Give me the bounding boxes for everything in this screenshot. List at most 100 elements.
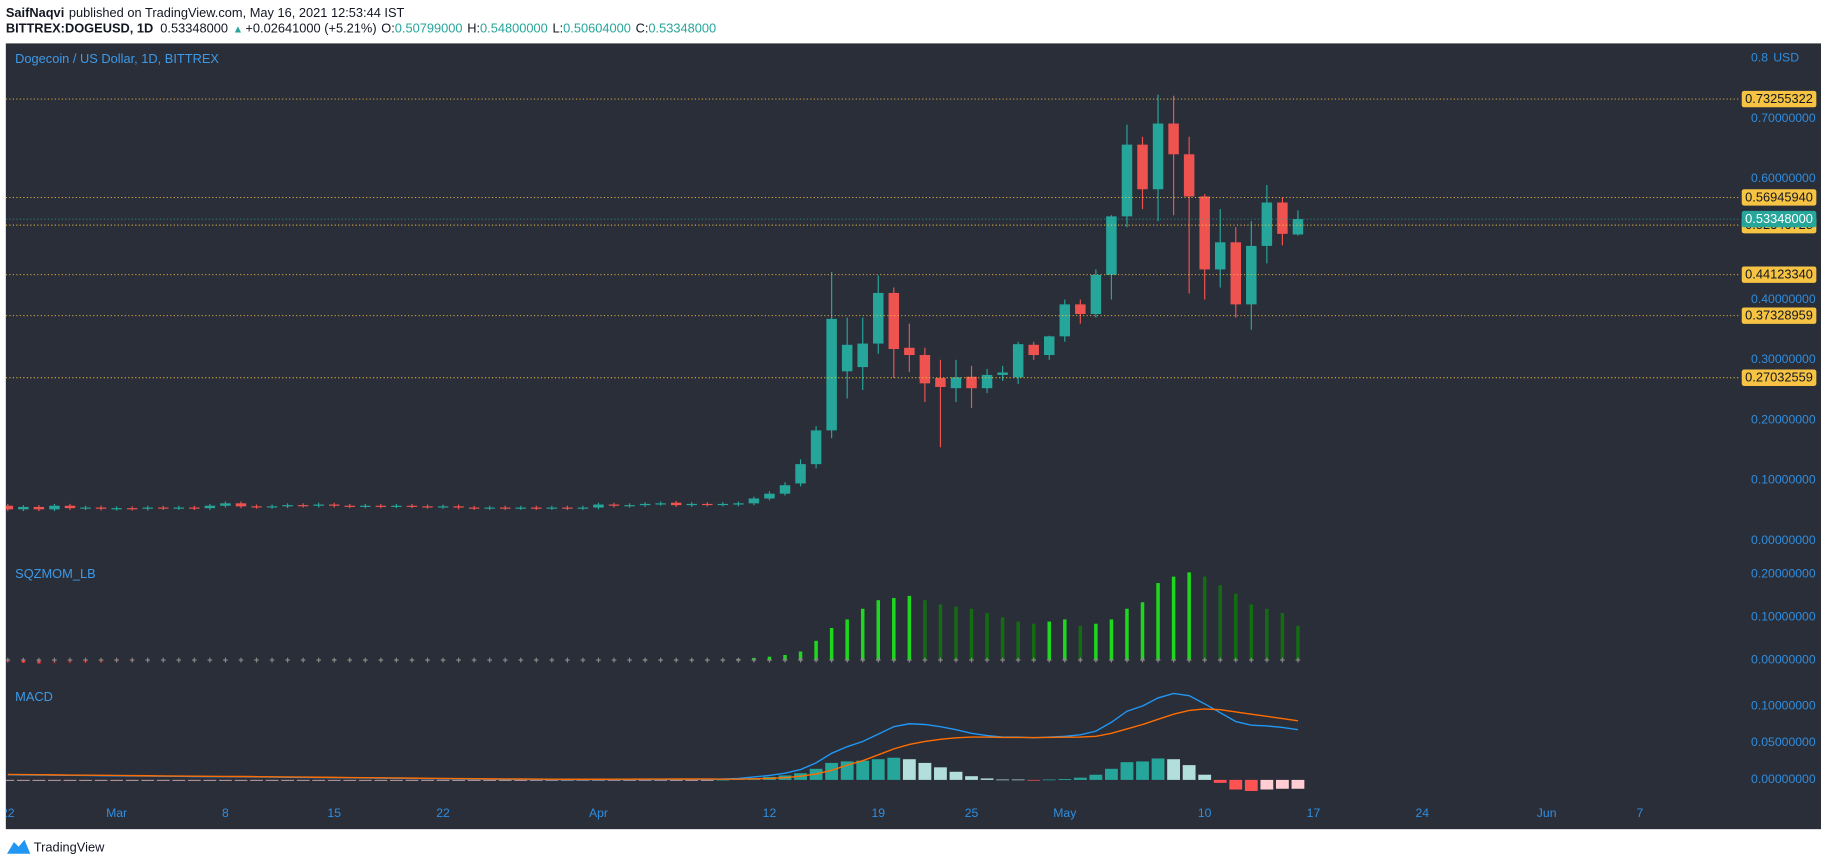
squeeze-cross — [1124, 657, 1130, 663]
squeeze-cross — [362, 657, 368, 663]
x-tick-label: 15 — [327, 806, 341, 820]
squeeze-cross — [1140, 657, 1145, 663]
macd-histogram-bar — [1011, 779, 1025, 781]
squeeze-cross — [798, 657, 803, 663]
momentum-bar — [1016, 621, 1020, 661]
momentum-bar — [860, 608, 865, 661]
macd-histogram-bar — [576, 779, 590, 781]
macd-histogram-bar — [436, 779, 450, 781]
macd-histogram-bar — [203, 779, 217, 781]
squeeze-cross — [1295, 657, 1301, 663]
y-tick-label: 0.00000000 — [1751, 533, 1816, 547]
macd-histogram-bar — [250, 779, 263, 781]
squeeze-cross — [1264, 657, 1270, 663]
squeeze-cross — [129, 657, 135, 663]
macd-histogram-bar — [187, 779, 201, 781]
level-label-bg — [1741, 307, 1817, 324]
squeeze-cross — [114, 657, 119, 663]
candle-body — [795, 464, 806, 484]
squeeze-cross — [1015, 657, 1021, 663]
candle-body — [360, 505, 371, 507]
squeeze-cross — [176, 657, 182, 663]
candle-body — [142, 507, 153, 509]
momentum-bar — [1280, 613, 1285, 661]
macd-histogram-bar — [1042, 779, 1056, 781]
momentum-bar — [1140, 602, 1145, 661]
level-label: 0.56945940 — [1745, 189, 1813, 204]
y-tick-label: 0.20000000 — [1751, 567, 1816, 581]
candle-body — [515, 507, 527, 509]
candle-body — [313, 504, 324, 506]
x-tick-label: 7 — [1637, 806, 1644, 820]
macd-histogram-bar — [934, 767, 947, 780]
x-tick-label: 22 — [436, 806, 450, 820]
squeeze-cross — [596, 657, 601, 663]
close: 0.53348000 — [648, 21, 716, 36]
squeeze-cross — [1202, 657, 1208, 663]
symbol: BITTREX:DOGEUSD, 1D — [6, 21, 153, 36]
open: 0.50799000 — [395, 21, 463, 36]
squeeze-cross — [269, 657, 275, 663]
squeeze-cross — [813, 657, 819, 663]
candle-body — [499, 507, 511, 509]
macd-histogram-bar — [5, 779, 15, 781]
candle-body — [702, 503, 713, 506]
squeeze-cross — [1109, 657, 1114, 663]
macd-histogram-bar — [1136, 761, 1149, 780]
squeeze-cross — [922, 657, 928, 663]
x-tick-label: 8 — [222, 806, 229, 820]
macd-histogram-bar — [1275, 779, 1289, 789]
macd-histogram-bar — [374, 779, 388, 781]
y-tick-label: 0.00000000 — [1751, 772, 1816, 786]
squeeze-cross — [1186, 657, 1192, 663]
macd-histogram-bar — [996, 779, 1010, 781]
candle-body — [546, 507, 558, 509]
squeeze-cross — [98, 657, 104, 663]
x-tick-label: Jun — [1537, 806, 1557, 820]
y-tick-label: 0.8 — [1751, 51, 1768, 65]
momentum-bar — [1125, 608, 1129, 661]
squeeze-cross — [969, 657, 974, 663]
macd-histogram-bar — [63, 779, 77, 781]
squeeze-cross — [409, 657, 415, 663]
candle-body — [1230, 242, 1242, 305]
candle-body — [406, 505, 418, 507]
candle-body — [453, 506, 464, 508]
squeeze-cross — [331, 657, 337, 663]
squeeze-cross — [767, 657, 772, 663]
squeeze-cross — [1217, 657, 1223, 663]
open-label: O: — [381, 21, 395, 36]
momentum-bar — [1234, 593, 1238, 661]
momentum-bar — [1249, 604, 1254, 661]
squeeze-cross — [751, 657, 757, 663]
squeeze-cross — [704, 657, 710, 663]
squeeze-cross — [223, 657, 228, 663]
macd-histogram-bar — [700, 779, 714, 781]
momentum-bar — [1078, 625, 1083, 661]
candle-body — [375, 505, 387, 507]
macd-histogram-bar — [389, 779, 403, 781]
candle-body — [639, 503, 651, 506]
candle-body — [733, 503, 744, 505]
momentum-bar — [829, 627, 834, 661]
macd-histogram-bar — [312, 779, 326, 781]
momentum-bar — [1109, 619, 1114, 661]
y-tick-label: 0.05000000 — [1751, 735, 1816, 749]
momentum-bar — [1156, 583, 1160, 661]
header-line-2: BITTREX:DOGEUSD, 1D 0.53348000 ▲ +0.0264100… — [6, 21, 716, 36]
pane-title: Dogecoin / US Dollar, 1D, BITTREX — [15, 51, 219, 66]
candle-body — [562, 507, 573, 509]
level-label: 0.44123340 — [1745, 267, 1813, 282]
candle-body — [95, 507, 107, 509]
squeeze-cross — [145, 657, 151, 663]
squeeze-cross — [1171, 657, 1176, 663]
high: 0.54800000 — [480, 21, 548, 36]
candle-body — [64, 505, 76, 509]
candle-body — [266, 506, 278, 508]
momentum-bar — [1171, 576, 1176, 661]
candle-body — [608, 504, 620, 506]
squeeze-cross — [782, 657, 788, 663]
y-tick-label: 0.30000000 — [1751, 352, 1816, 366]
macd-histogram-bar — [965, 776, 978, 780]
